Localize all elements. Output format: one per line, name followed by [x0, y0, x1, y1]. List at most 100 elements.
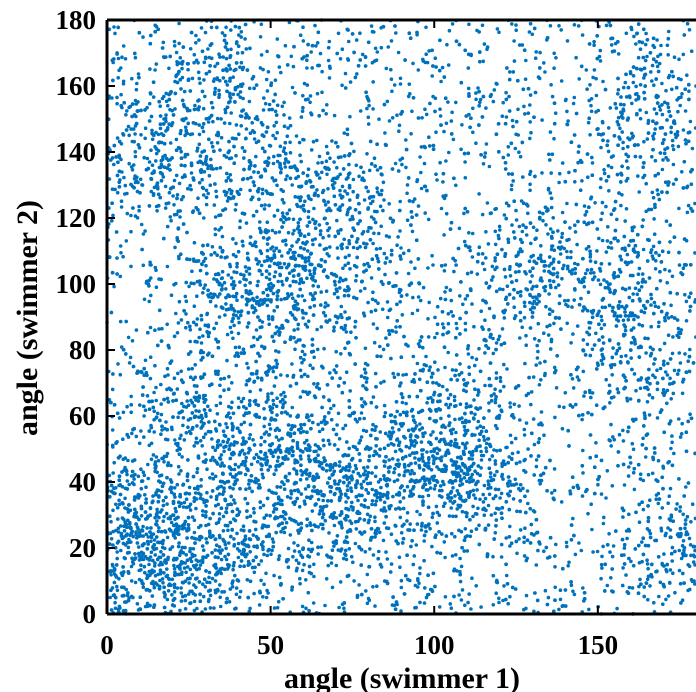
- data-point: [320, 160, 324, 165]
- data-point: [355, 246, 360, 251]
- data-point: [119, 548, 123, 553]
- data-point: [639, 376, 644, 380]
- data-point: [317, 429, 322, 434]
- data-point: [125, 593, 130, 598]
- data-point: [271, 510, 276, 514]
- data-point: [599, 492, 604, 496]
- data-point: [305, 58, 309, 62]
- data-point: [150, 137, 155, 142]
- data-point: [330, 139, 334, 143]
- data-point: [598, 59, 603, 63]
- data-point: [411, 414, 415, 419]
- data-point: [621, 428, 625, 433]
- data-point: [147, 101, 152, 106]
- data-point: [179, 433, 183, 438]
- data-point: [217, 52, 221, 56]
- data-point: [448, 602, 453, 606]
- data-point: [168, 387, 173, 392]
- data-point: [163, 184, 168, 189]
- data-point: [572, 23, 577, 27]
- data-point: [179, 252, 183, 256]
- data-point: [234, 586, 239, 590]
- data-point: [428, 526, 432, 531]
- data-point: [195, 384, 199, 388]
- data-point: [417, 581, 421, 586]
- data-point: [129, 213, 133, 218]
- data-point: [345, 132, 350, 137]
- data-point: [615, 120, 620, 124]
- data-point: [328, 462, 333, 467]
- data-point: [275, 103, 280, 108]
- data-point: [155, 519, 159, 523]
- data-point: [254, 209, 259, 214]
- data-point: [177, 411, 181, 415]
- data-point: [569, 250, 573, 254]
- data-point: [657, 61, 662, 66]
- data-point: [345, 245, 350, 250]
- data-point: [232, 467, 237, 472]
- data-point: [201, 106, 206, 111]
- data-point: [658, 52, 663, 57]
- data-point: [342, 293, 347, 298]
- data-point: [235, 265, 239, 269]
- data-point: [536, 321, 541, 326]
- data-point: [452, 394, 457, 399]
- data-point: [493, 423, 498, 428]
- data-point: [345, 530, 350, 534]
- data-point: [552, 467, 557, 471]
- data-point: [493, 511, 498, 516]
- data-point: [643, 385, 647, 390]
- data-point: [473, 433, 477, 437]
- data-point: [365, 152, 369, 156]
- data-point: [307, 418, 311, 423]
- data-point: [288, 414, 293, 418]
- data-point: [201, 513, 205, 517]
- data-point: [287, 271, 292, 276]
- data-point: [435, 178, 439, 182]
- data-point: [478, 97, 483, 102]
- data-point: [382, 521, 387, 525]
- data-point: [221, 76, 226, 80]
- data-point: [121, 132, 125, 136]
- data-point: [447, 514, 452, 518]
- data-point: [218, 604, 223, 609]
- data-point: [666, 53, 670, 57]
- data-point: [124, 113, 128, 117]
- data-point: [265, 89, 270, 93]
- data-point: [270, 537, 275, 541]
- data-point: [199, 413, 204, 418]
- data-point: [600, 120, 605, 125]
- data-point: [298, 477, 303, 482]
- data-point: [573, 261, 577, 266]
- data-point: [669, 303, 673, 308]
- data-point: [287, 451, 291, 455]
- data-point: [136, 545, 141, 549]
- data-point: [225, 83, 230, 87]
- data-point: [552, 66, 556, 70]
- data-point: [442, 129, 446, 134]
- data-point: [560, 426, 565, 431]
- data-point: [531, 375, 536, 379]
- data-point: [123, 456, 128, 460]
- data-point: [441, 180, 445, 184]
- data-point: [156, 529, 161, 534]
- data-point: [300, 360, 304, 365]
- data-point: [371, 322, 376, 326]
- data-point: [186, 67, 190, 72]
- data-point: [319, 461, 324, 466]
- data-point: [180, 401, 184, 406]
- data-point: [599, 177, 603, 181]
- data-point: [659, 526, 663, 531]
- data-point: [667, 73, 672, 78]
- data-point: [149, 189, 154, 194]
- data-point: [283, 165, 288, 169]
- data-point: [359, 374, 364, 379]
- data-point: [207, 351, 211, 356]
- data-point: [428, 365, 432, 369]
- data-point: [577, 541, 581, 545]
- data-point: [581, 471, 585, 475]
- data-point: [218, 383, 222, 388]
- data-point: [459, 468, 464, 473]
- data-point: [498, 496, 502, 500]
- data-point: [198, 81, 202, 85]
